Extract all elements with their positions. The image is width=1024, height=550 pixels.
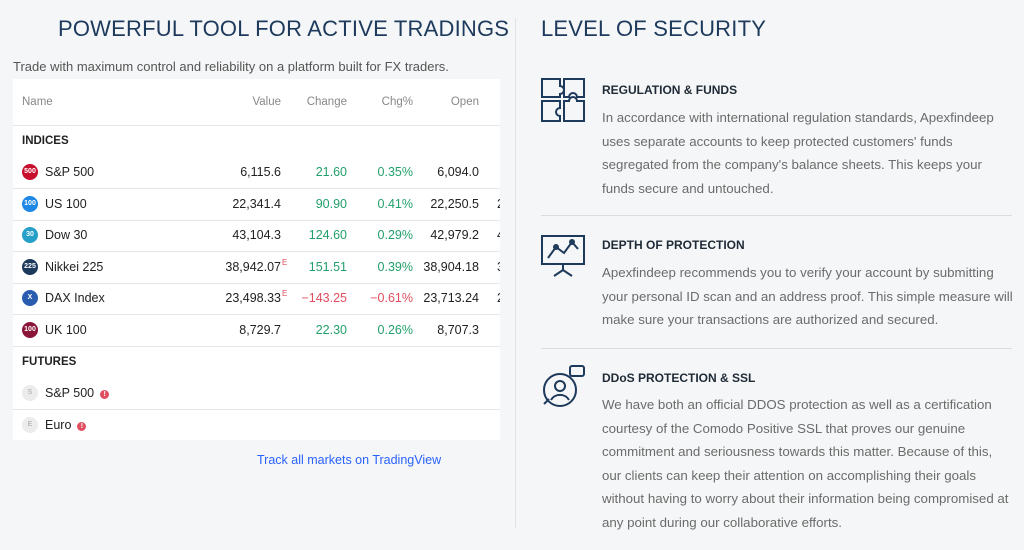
change-percent: 0.39%: [377, 259, 413, 274]
change-percent: 0.41%: [377, 196, 413, 211]
value: 23,498.33 E: [225, 289, 287, 305]
symbol-name: Nikkei 225: [45, 260, 103, 274]
symbol-label: Euro: [45, 417, 72, 432]
item-text: Apexfindeep recommends you to verify you…: [602, 265, 1013, 327]
symbol-badge: 100: [22, 321, 38, 338]
change: 90.90: [315, 196, 347, 211]
market-row: 225 Nikkei 225 38,942.07 E 151.51 0.39% 38,904…: [13, 252, 500, 284]
column-header: Change: [306, 96, 347, 108]
symbol-label: DAX Index: [45, 291, 105, 305]
item-heading: REGULATION & FUNDS: [602, 83, 738, 97]
next-column: 38: [497, 260, 500, 274]
symbol-badge: E: [22, 416, 38, 433]
header-row: Name Value Change Chg% Open: [13, 79, 500, 126]
change: 22.30: [315, 322, 347, 337]
support-icon: [543, 365, 585, 407]
item-heading: DEPTH OF PROTECTION: [602, 238, 745, 252]
chart-board-icon: [541, 235, 585, 277]
value: 6,115.6: [240, 165, 281, 179]
symbol-label: US 100: [45, 196, 87, 211]
market-row: 100 US 100 22,341.4 90.90 0.41% 22,250.5 2: [13, 189, 500, 221]
symbol-badge: 500: [22, 164, 38, 180]
value: 8,729.7: [239, 323, 281, 337]
change: 124.60: [308, 228, 347, 242]
symbol-badge: 30: [22, 227, 38, 243]
value-text: 22,341.4: [232, 196, 281, 211]
symbol-name: UK 100: [45, 323, 87, 337]
value-text: 23,498.33: [225, 291, 281, 305]
item-divider: [541, 348, 1012, 349]
warning-icon: !: [100, 390, 110, 399]
delayed-flag: E: [282, 289, 288, 298]
change: 21.60: [315, 165, 347, 179]
open: 23,713.24: [423, 291, 479, 305]
open: 8,707.3: [437, 322, 479, 337]
next-column: 2: [497, 197, 500, 211]
open: 22,250.5: [430, 196, 479, 211]
market-table: Name Value Change Chg% Open INDICES 500 S&P 500…: [13, 79, 500, 440]
change-percent: −0.61%: [370, 291, 413, 305]
market-row: X DAX Index 23,498.33 E −143.25 −0.61% 23,713.…: [13, 283, 500, 315]
value: 43,104.3: [232, 228, 281, 242]
symbol-badge: X: [22, 290, 38, 306]
left-title: POWERFUL TOOL FOR ACTIVE TRADINGS: [58, 16, 510, 41]
item-text: In accordance with international regulat…: [602, 110, 994, 196]
column-header: Chg%: [381, 96, 413, 108]
symbol-name: S&P 500: [45, 165, 94, 179]
change-percent: 0.26%: [377, 322, 413, 337]
change-percent: 0.35%: [377, 165, 413, 179]
market-row: 30 Dow 30 43,104.3 124.60 0.29% 42,979.2 4: [13, 220, 500, 252]
symbol-name: US 100: [45, 197, 87, 211]
symbol-name: DAX Index: [45, 291, 105, 305]
symbol-label: Dow 30: [45, 228, 88, 242]
left-subtitle: Trade with maximum control and reliabili…: [13, 59, 449, 74]
market-row: 100 UK 100 8,729.7 22.30 0.26% 8,707.3: [13, 315, 500, 347]
item-heading: DDoS PROTECTION & SSL: [602, 371, 756, 385]
change: −143.25: [301, 291, 347, 305]
symbol-badge: S: [22, 385, 38, 401]
symbol-name: Dow 30: [45, 228, 87, 242]
item-text: We have both an official DDOS protection…: [602, 397, 1009, 530]
value-text: 38,942.07: [225, 259, 281, 274]
symbol-badge: 225: [22, 258, 38, 275]
value-text: 6,115.6: [240, 165, 281, 179]
symbol-badge: 100: [22, 195, 38, 212]
group-row: FUTURES: [13, 346, 500, 378]
symbol-name: Euro!: [45, 417, 87, 432]
value: 38,942.07 E: [225, 258, 287, 274]
open: 6,094.0: [437, 165, 479, 179]
item-divider: [541, 215, 1012, 216]
next-column: 4: [497, 228, 500, 242]
column-header: Open: [450, 96, 479, 108]
puzzle-icon: [541, 78, 585, 122]
group-row: INDICES: [13, 125, 500, 157]
group-name: INDICES: [22, 135, 69, 147]
symbol-label: S&P 500: [45, 386, 95, 400]
column-divider: [515, 18, 516, 528]
value: 22,341.4: [232, 197, 281, 211]
delayed-flag: E: [282, 257, 288, 267]
right-title: LEVEL OF SECURITY: [541, 16, 767, 41]
symbol-label: Nikkei 225: [45, 259, 104, 274]
column-header: Name: [22, 96, 53, 108]
tradingview-link[interactable]: Track all markets on TradingView: [257, 453, 442, 467]
next-column: 23: [497, 291, 500, 305]
open: 38,904.18: [423, 259, 479, 274]
group-name: FUTURES: [22, 356, 77, 368]
change: 151.51: [308, 259, 347, 274]
change-percent: 0.29%: [377, 228, 413, 242]
symbol-name: S&P 500!: [45, 386, 110, 400]
symbol-label: UK 100: [45, 322, 87, 337]
symbol-label: S&P 500: [45, 165, 95, 179]
value-text: 8,729.7: [239, 322, 281, 337]
column-header: Value: [252, 96, 281, 108]
open: 42,979.2: [430, 228, 479, 242]
value-text: 43,104.3: [232, 228, 281, 242]
market-row: E Euro!: [13, 410, 500, 441]
warning-icon: !: [77, 421, 87, 431]
market-row: S S&P 500!: [13, 378, 500, 410]
market-row: 500 S&P 500 6,115.6 21.60 0.35% 6,094.0: [13, 157, 500, 189]
